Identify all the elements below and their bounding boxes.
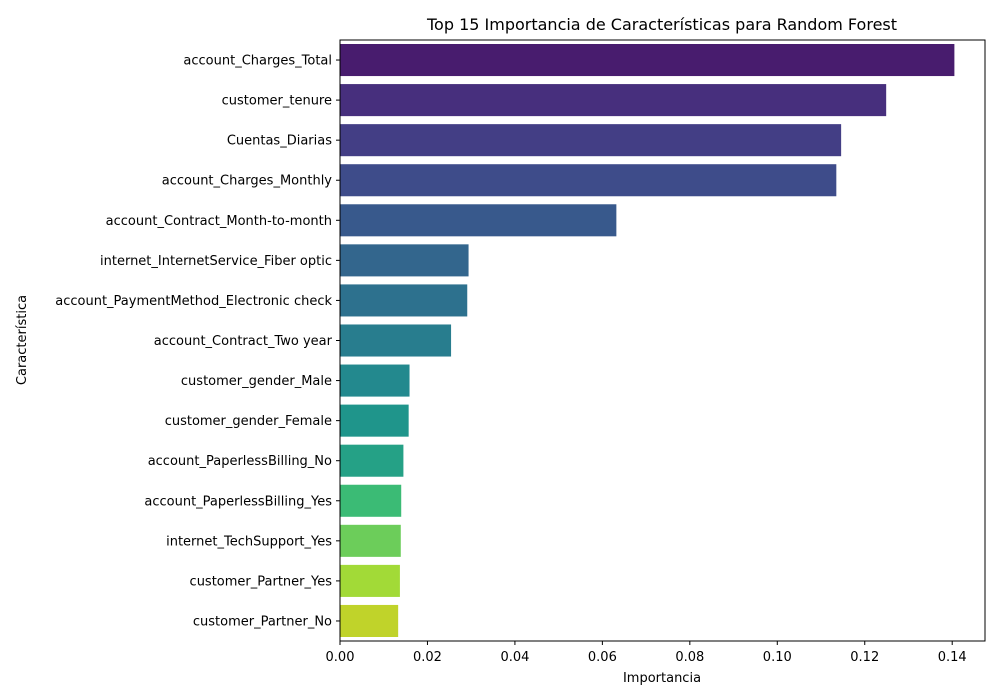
- axes-frame: [339, 39, 986, 642]
- bar-3: [340, 164, 837, 197]
- x-tick-label-6: 0.12: [850, 650, 879, 665]
- bar-2: [340, 124, 842, 157]
- chart-title: Top 15 Importancia de Características pa…: [426, 15, 897, 34]
- x-tick-label-1: 0.02: [413, 650, 442, 665]
- y-tick-label-5: internet_InternetService_Fiber optic: [100, 254, 332, 269]
- bar-0: [340, 44, 955, 77]
- x-tick-label-0: 0.00: [326, 650, 355, 665]
- y-tick-label-10: account_PaperlessBilling_No: [148, 454, 332, 469]
- x-axis-label: Importancia: [623, 671, 701, 686]
- y-tick-label-8: customer_gender_Male: [181, 374, 332, 389]
- bar-6: [340, 284, 468, 317]
- y-tick-label-3: account_Charges_Monthly: [162, 174, 333, 189]
- y-tick-label-7: account_Contract_Two year: [154, 334, 333, 349]
- bar-12: [340, 524, 401, 557]
- bar-1: [340, 84, 887, 117]
- y-axis-label: Característica: [15, 295, 30, 385]
- y-tick-label-6: account_PaymentMethod_Electronic check: [55, 294, 332, 309]
- bar-4: [340, 204, 617, 237]
- y-tick-label-14: customer_Partner_No: [193, 614, 332, 629]
- bar-9: [340, 404, 409, 437]
- y-tick-label-9: customer_gender_Female: [165, 414, 332, 429]
- x-tick-label-4: 0.08: [675, 650, 704, 665]
- y-tick-label-0: account_Charges_Total: [183, 54, 332, 69]
- plot-area: account_Charges_Total customer_tenure Cuen…: [55, 39, 986, 665]
- y-tick-label-2: Cuentas_Diarias: [227, 134, 332, 149]
- y-tick-label-1: customer_tenure: [222, 94, 332, 109]
- x-tick-label-3: 0.06: [588, 650, 617, 665]
- y-tick-label-13: customer_Partner_Yes: [190, 574, 333, 589]
- y-tick-label-12: internet_TechSupport_Yes: [166, 534, 332, 549]
- bar-7: [340, 324, 452, 357]
- x-tick-label-7: 0.14: [938, 650, 967, 665]
- bar-10: [340, 444, 404, 477]
- bar-11: [340, 484, 402, 517]
- x-tick-label-2: 0.04: [500, 650, 529, 665]
- y-tick-label-11: account_PaperlessBilling_Yes: [144, 494, 332, 509]
- bar-14: [340, 604, 399, 637]
- bar-13: [340, 564, 400, 597]
- x-tick-label-5: 0.10: [763, 650, 792, 665]
- bar-8: [340, 364, 410, 397]
- bar-5: [340, 244, 469, 277]
- y-tick-label-4: account_Contract_Month-to-month: [106, 214, 332, 229]
